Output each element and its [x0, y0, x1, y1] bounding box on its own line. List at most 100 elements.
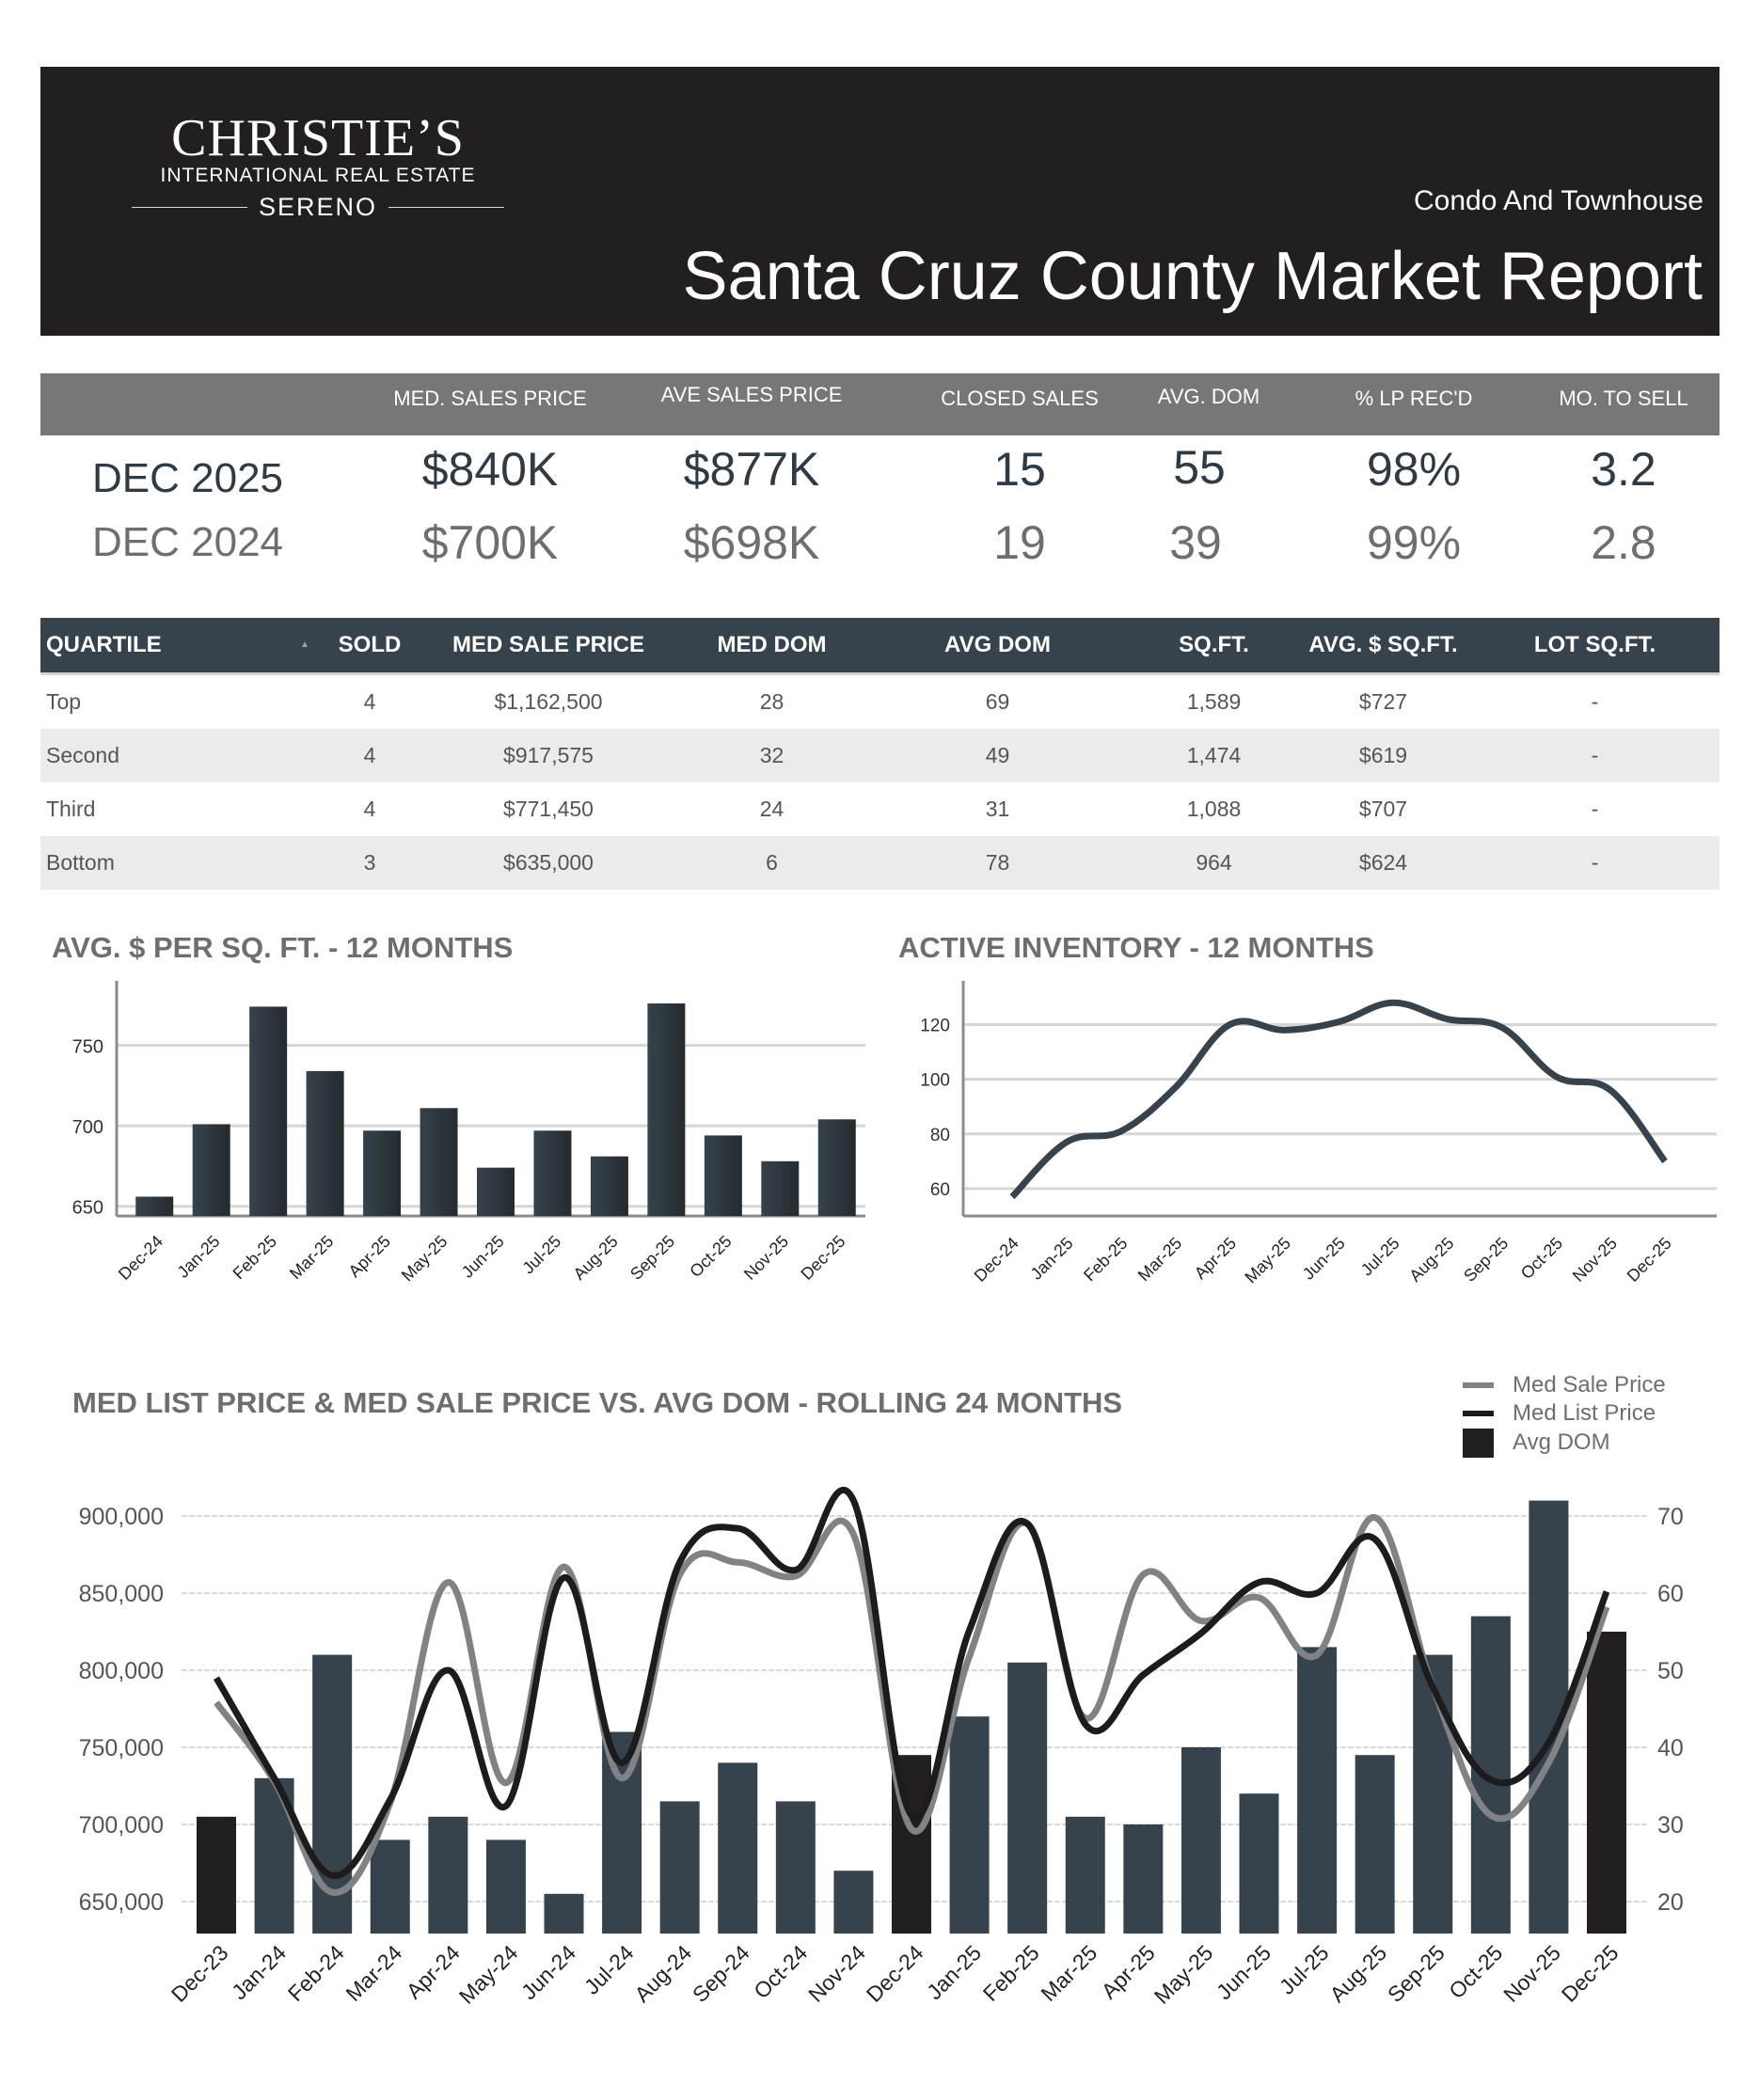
- x-tick-label: Oct-25: [1444, 1940, 1507, 2003]
- legend-label: Med Sale Price: [1513, 1372, 1666, 1397]
- dom-bar-Mar-24: [370, 1839, 410, 1934]
- quartile-cell-quartile: Third: [46, 797, 96, 821]
- med-list-price-line: [213, 1487, 1610, 1879]
- legend-swatch-black-line-icon: [1463, 1411, 1494, 1416]
- x-tick-label: Sep-25: [1383, 1940, 1450, 2007]
- quartile-cell-med-sale-price: $635,000: [417, 836, 680, 890]
- bar-Aug-25: [590, 1156, 628, 1216]
- logo-rule-right: [388, 207, 504, 208]
- y-left-tick-label: 900,000: [79, 1504, 164, 1530]
- stats-value: $700K: [421, 516, 559, 569]
- col-header-sqft[interactable]: SQ.FT.: [1132, 618, 1296, 675]
- y-tick-label: 750: [72, 1036, 103, 1057]
- col-header-avg-price-sqft[interactable]: AVG. $ SQ.FT.: [1296, 618, 1470, 675]
- med-sale-price-line: [214, 1514, 1610, 1896]
- rolling-24-chart: 650,000 700,000 750,000 800,000 850,000 900,0…: [79, 1487, 1684, 2009]
- bar-Oct-25: [704, 1135, 742, 1216]
- y-right-tick-label: 50: [1657, 1658, 1684, 1684]
- x-tick-label: Jan-25: [922, 1940, 986, 2004]
- x-tick-label: Dec-25: [1557, 1940, 1624, 2007]
- col-header-med-dom[interactable]: MED DOM: [680, 618, 864, 675]
- stats-value: $877K: [683, 443, 820, 496]
- logo-rule-left: [132, 207, 247, 208]
- inventory-line: [1009, 999, 1668, 1200]
- dom-bar-Jan-25: [949, 1716, 990, 1934]
- x-tick-label: Dec-23: [166, 1940, 233, 2007]
- dom-bar-Dec-23: [197, 1816, 236, 1934]
- sort-ascending-icon[interactable]: ▲: [300, 639, 309, 650]
- bar-May-25: [420, 1108, 458, 1216]
- x-tick-label: May-24: [454, 1940, 523, 2009]
- quartile-cell-quartile: Bottom: [40, 836, 323, 890]
- col-header-quartile[interactable]: QUARTILE ▲: [40, 618, 323, 675]
- x-tick-label: Mar-25: [286, 1232, 337, 1283]
- x-tick-label: Jun-24: [516, 1940, 580, 2004]
- col-header-med-sale-price[interactable]: MED SALE PRICE: [417, 618, 680, 675]
- price-per-sqft-chart: 650 700 750 Dec-24 Jan-25 Feb-25 Mar-25 Apr-25 M…: [72, 981, 865, 1285]
- dom-bar-May-25: [1181, 1747, 1221, 1934]
- x-tick-label: Sep-24: [688, 1940, 754, 2007]
- x-tick-label: Mar-25: [1134, 1234, 1185, 1285]
- quartile-cell-sqft: 1,088: [1186, 797, 1242, 821]
- bar-Feb-25: [249, 1006, 288, 1216]
- col-header-lot-sqft[interactable]: LOT SQ.FT.: [1470, 618, 1719, 675]
- stats-col-mo-to-sell: MO. TO SELL: [1559, 387, 1688, 410]
- stats-value: 99%: [1366, 516, 1462, 569]
- quartile-cell-lot-sqft: -: [1470, 729, 1719, 782]
- quartile-cell-avg-price-sqft: $727: [1358, 689, 1408, 714]
- quartile-cell-avg-price-sqft: $619: [1296, 729, 1470, 782]
- report-header: CHRISTIE’S INTERNATIONAL REAL ESTATE SER…: [40, 67, 1719, 336]
- legend-label: Med List Price: [1513, 1400, 1656, 1426]
- x-tick-label: Jun-25: [1299, 1234, 1349, 1284]
- col-header-sold[interactable]: SOLD: [323, 618, 417, 675]
- col-header-label: QUARTILE: [46, 632, 162, 657]
- quartile-cell-sold: 4: [363, 797, 376, 821]
- stats-col-avg-dom: AVG. DOM: [1157, 385, 1260, 408]
- x-tick-label: Mar-25: [1036, 1940, 1101, 2006]
- quartile-row: Top 4 $1,162,500 28 69 1,589 $727 -: [40, 674, 1719, 730]
- stats-value: 19: [993, 516, 1046, 569]
- dom-bar-Jun-24: [544, 1893, 584, 1934]
- stats-row-previous: DEC 2024 $700K $698K 19 39 99% 2.8: [40, 515, 1719, 581]
- x-tick-label: Sep-25: [1460, 1234, 1512, 1286]
- dom-bar-Aug-25: [1355, 1755, 1395, 1934]
- dom-bar-Dec-25: [1587, 1632, 1626, 1934]
- bar-Jul-25: [533, 1130, 572, 1216]
- stats-col-med-sales-price: MED. SALES PRICE: [393, 387, 587, 410]
- quartile-cell-lot-sqft: -: [1470, 836, 1719, 890]
- x-tick-label: Jan-25: [173, 1232, 223, 1282]
- x-tick-label: Sep-25: [626, 1232, 678, 1284]
- quartile-table: QUARTILE ▲ SOLD MED SALE PRICE MED DOM A…: [40, 618, 1719, 890]
- y-tick-label: 60: [930, 1180, 950, 1200]
- x-tick-label: Nov-24: [803, 1940, 870, 2007]
- quartile-cell-sqft: 964: [1132, 836, 1296, 890]
- bar-Jun-25: [477, 1167, 515, 1216]
- dom-bar-Sep-24: [718, 1762, 758, 1934]
- chart-title-price-per-sqft: AVG. $ PER SQ. FT. - 12 MONTHS: [52, 931, 514, 964]
- stats-value: $840K: [421, 443, 559, 496]
- y-tick-label: 80: [930, 1126, 950, 1145]
- logo-brand: CHRISTIE’S: [171, 109, 465, 167]
- x-tick-label: Mar-24: [341, 1940, 406, 2006]
- col-header-avg-dom[interactable]: AVG DOM: [864, 618, 1132, 675]
- dom-bar-Sep-25: [1413, 1654, 1453, 1934]
- x-tick-label: Jan-25: [1027, 1234, 1077, 1284]
- legend-item-med-list: Med List Price: [1463, 1399, 1666, 1428]
- quartile-row: Third 4 $771,450 24 31 1,088 $707 -: [40, 782, 1719, 836]
- quartile-cell-med-sale-price: $917,575: [417, 729, 680, 782]
- chart-title-active-inventory: ACTIVE INVENTORY - 12 MONTHS: [898, 931, 1374, 964]
- x-tick-label: Apr-25: [345, 1232, 394, 1281]
- x-tick-label: Oct-24: [749, 1940, 812, 2003]
- dom-bar-Oct-24: [775, 1801, 816, 1934]
- logo-office: SERENO: [120, 193, 515, 222]
- x-tick-label: Nov-25: [1498, 1940, 1565, 2007]
- x-tick-label: May-25: [1149, 1940, 1218, 2009]
- x-tick-label: Aug-25: [570, 1232, 622, 1284]
- x-tick-label: Aug-24: [629, 1940, 696, 2007]
- quartile-cell-sold: 4: [323, 729, 417, 782]
- y-left-tick-label: 750,000: [79, 1735, 164, 1761]
- stats-col-lp-recd: % LP REC'D: [1355, 387, 1473, 410]
- x-tick-label: Jun-25: [1212, 1940, 1276, 2004]
- y-right-tick-label: 70: [1657, 1504, 1684, 1530]
- legend-label: Avg DOM: [1513, 1429, 1610, 1455]
